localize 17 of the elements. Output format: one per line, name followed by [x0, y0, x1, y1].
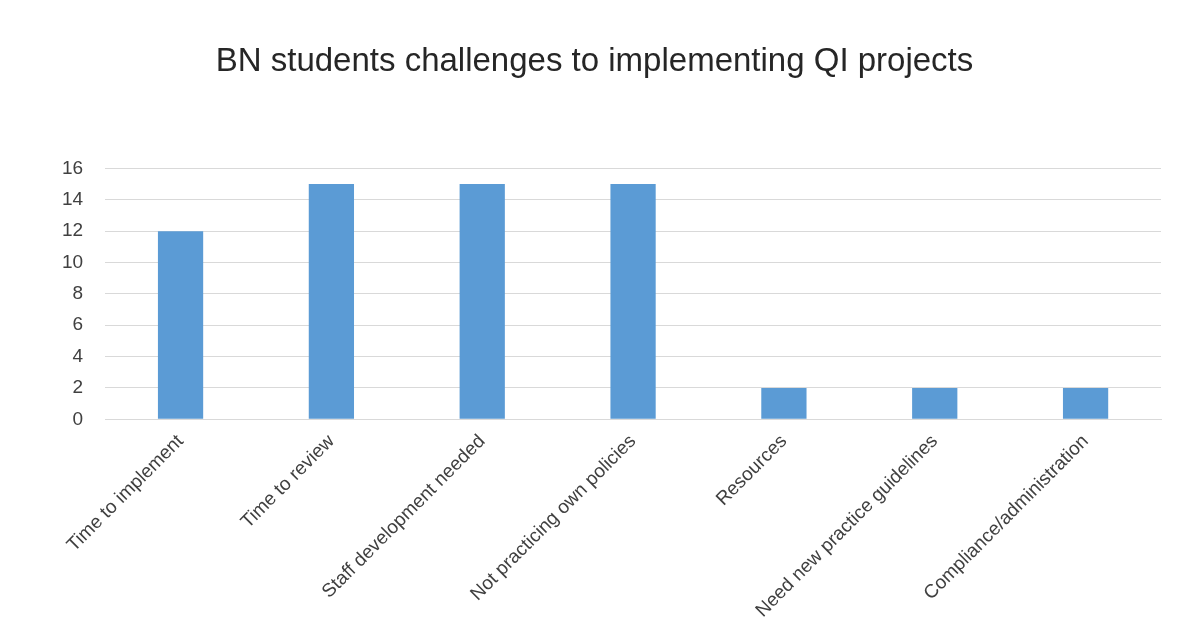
y-tick-label: 4 — [72, 344, 84, 366]
y-tick-label: 14 — [61, 188, 84, 210]
y-tick-label: 0 — [72, 407, 84, 429]
y-tick-label: 8 — [72, 282, 84, 304]
chart-title: BN students challenges to implementing QI projects — [215, 40, 974, 80]
bar — [308, 184, 355, 419]
bar — [1062, 388, 1109, 419]
bar — [912, 388, 958, 419]
bar — [610, 184, 656, 419]
y-tick-label: 2 — [72, 376, 84, 398]
bar — [761, 388, 807, 419]
bar — [157, 231, 204, 419]
y-tick-label: 10 — [61, 250, 84, 272]
y-tick-label: 6 — [72, 313, 84, 335]
y-tick-label: 12 — [61, 219, 84, 241]
bar — [459, 184, 505, 419]
y-tick-label: 16 — [61, 156, 84, 178]
